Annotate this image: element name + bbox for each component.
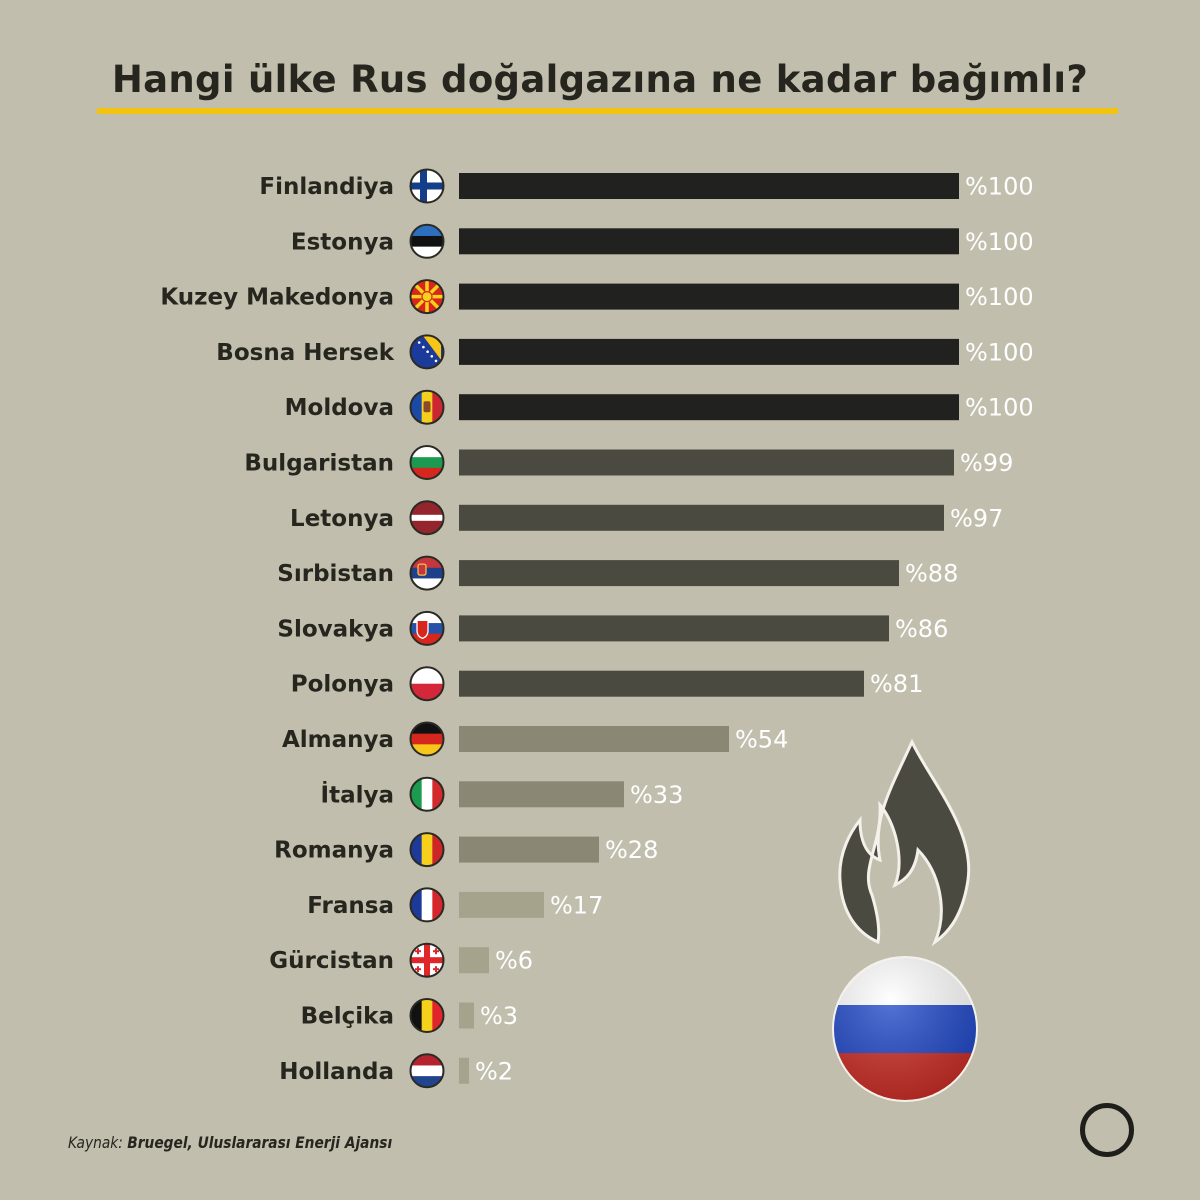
bar bbox=[459, 173, 959, 199]
category-label: Belçika bbox=[301, 1004, 394, 1030]
value-label: %100 bbox=[965, 228, 1034, 256]
value-label: %97 bbox=[950, 504, 1003, 532]
bar-row: Fransa %17 bbox=[307, 887, 603, 923]
bar bbox=[459, 726, 729, 752]
north-macedonia-flag-icon bbox=[409, 279, 445, 315]
bar bbox=[459, 560, 899, 587]
bar-row: Gürcistan %6 bbox=[269, 942, 533, 978]
bar bbox=[459, 947, 489, 974]
bar bbox=[459, 338, 959, 365]
bar-row: Almanya %54 bbox=[282, 721, 788, 757]
brand-ring-logo-icon bbox=[1080, 1103, 1134, 1157]
category-label: Hollanda bbox=[279, 1059, 394, 1085]
moldova-flag-icon bbox=[409, 389, 445, 425]
title-underline bbox=[97, 108, 1118, 114]
bar bbox=[459, 1002, 474, 1029]
belgium-flag-icon bbox=[409, 998, 445, 1033]
value-label: %100 bbox=[965, 283, 1034, 311]
germany-flag-icon bbox=[409, 721, 445, 757]
value-label: %100 bbox=[965, 394, 1034, 422]
latvia-flag-icon bbox=[409, 500, 445, 536]
finland-flag-icon bbox=[409, 168, 445, 204]
bar bbox=[459, 615, 889, 642]
value-label: %54 bbox=[735, 726, 788, 754]
bar-row: İtalya %33 bbox=[321, 776, 683, 812]
source-label: Kaynak: bbox=[68, 1133, 123, 1152]
bar-row: Polonya %81 bbox=[291, 666, 923, 702]
bar-row: Kuzey Makedonya %100 bbox=[160, 279, 1034, 315]
italy-flag-icon bbox=[409, 776, 445, 812]
bar-row: Moldova %100 bbox=[285, 389, 1034, 425]
bar-row: Bosna Hersek %100 bbox=[216, 334, 1034, 370]
france-flag-icon bbox=[409, 887, 445, 923]
category-label: Bosna Hersek bbox=[216, 340, 394, 366]
source-text: Bruegel, Uluslararası Enerji Ajansı bbox=[127, 1133, 393, 1152]
value-label: %88 bbox=[905, 560, 958, 588]
category-label: Letonya bbox=[290, 506, 394, 532]
value-label: %3 bbox=[480, 1002, 518, 1030]
category-label: Finlandiya bbox=[259, 174, 394, 200]
bar-row: Estonya %100 bbox=[291, 223, 1034, 259]
category-label: Kuzey Makedonya bbox=[160, 285, 394, 311]
netherlands-flag-icon bbox=[409, 1053, 445, 1089]
bar-row: Letonya %97 bbox=[290, 500, 1003, 536]
bar bbox=[459, 781, 624, 808]
value-label: %100 bbox=[965, 173, 1034, 201]
flame-icon bbox=[838, 738, 971, 947]
source-note: Kaynak: Bruegel, Uluslararası Enerji Aja… bbox=[68, 1133, 392, 1152]
value-label: %100 bbox=[965, 338, 1034, 366]
category-label: Estonya bbox=[291, 229, 394, 255]
bar bbox=[459, 283, 959, 310]
category-label: Sırbistan bbox=[277, 561, 394, 587]
category-label: Bulgaristan bbox=[244, 451, 394, 477]
slovakia-flag-icon bbox=[409, 610, 445, 646]
category-label: Moldova bbox=[285, 395, 394, 421]
category-label: Slovakya bbox=[277, 616, 394, 642]
bar-row: Romanya %28 bbox=[274, 832, 658, 868]
bar bbox=[459, 670, 864, 697]
value-label: %81 bbox=[870, 670, 923, 698]
bar bbox=[459, 228, 959, 255]
estonia-flag-icon bbox=[409, 223, 445, 259]
category-label: Gürcistan bbox=[269, 948, 394, 974]
bar bbox=[459, 394, 959, 421]
category-label: Polonya bbox=[291, 672, 394, 698]
value-label: %99 bbox=[960, 449, 1013, 477]
bar-row: Bulgaristan %99 bbox=[244, 445, 1013, 480]
bar bbox=[459, 891, 544, 918]
value-label: %33 bbox=[630, 781, 683, 809]
value-label: %28 bbox=[605, 836, 658, 864]
category-label: Fransa bbox=[307, 893, 394, 919]
value-label: %2 bbox=[475, 1057, 513, 1085]
chart-title: Hangi ülke Rus doğalgazına ne kadar bağı… bbox=[111, 58, 1089, 101]
bar bbox=[459, 836, 599, 863]
value-label: %6 bbox=[495, 947, 533, 975]
russia-flag-icon bbox=[832, 956, 978, 1102]
bar bbox=[459, 1057, 469, 1084]
category-label: Romanya bbox=[274, 838, 394, 864]
romania-flag-icon bbox=[409, 832, 445, 868]
bosnia-flag-icon bbox=[409, 334, 445, 370]
bar-row: Finlandiya %100 bbox=[259, 168, 1034, 204]
bar-row: Slovakya %86 bbox=[277, 610, 948, 646]
category-label: Almanya bbox=[282, 727, 394, 753]
value-label: %17 bbox=[550, 891, 603, 919]
georgia-flag-icon bbox=[409, 942, 445, 978]
bar-row: Belçika %3 bbox=[301, 998, 518, 1033]
serbia-flag-icon bbox=[409, 555, 445, 591]
value-label: %86 bbox=[895, 615, 948, 643]
bar-row: Sırbistan %88 bbox=[277, 555, 958, 591]
poland-flag-icon bbox=[409, 666, 445, 702]
bar bbox=[459, 504, 944, 531]
bar-row: Hollanda %2 bbox=[279, 1053, 513, 1089]
bar bbox=[459, 449, 954, 476]
category-label: İtalya bbox=[321, 780, 394, 808]
bulgaria-flag-icon bbox=[409, 445, 445, 480]
